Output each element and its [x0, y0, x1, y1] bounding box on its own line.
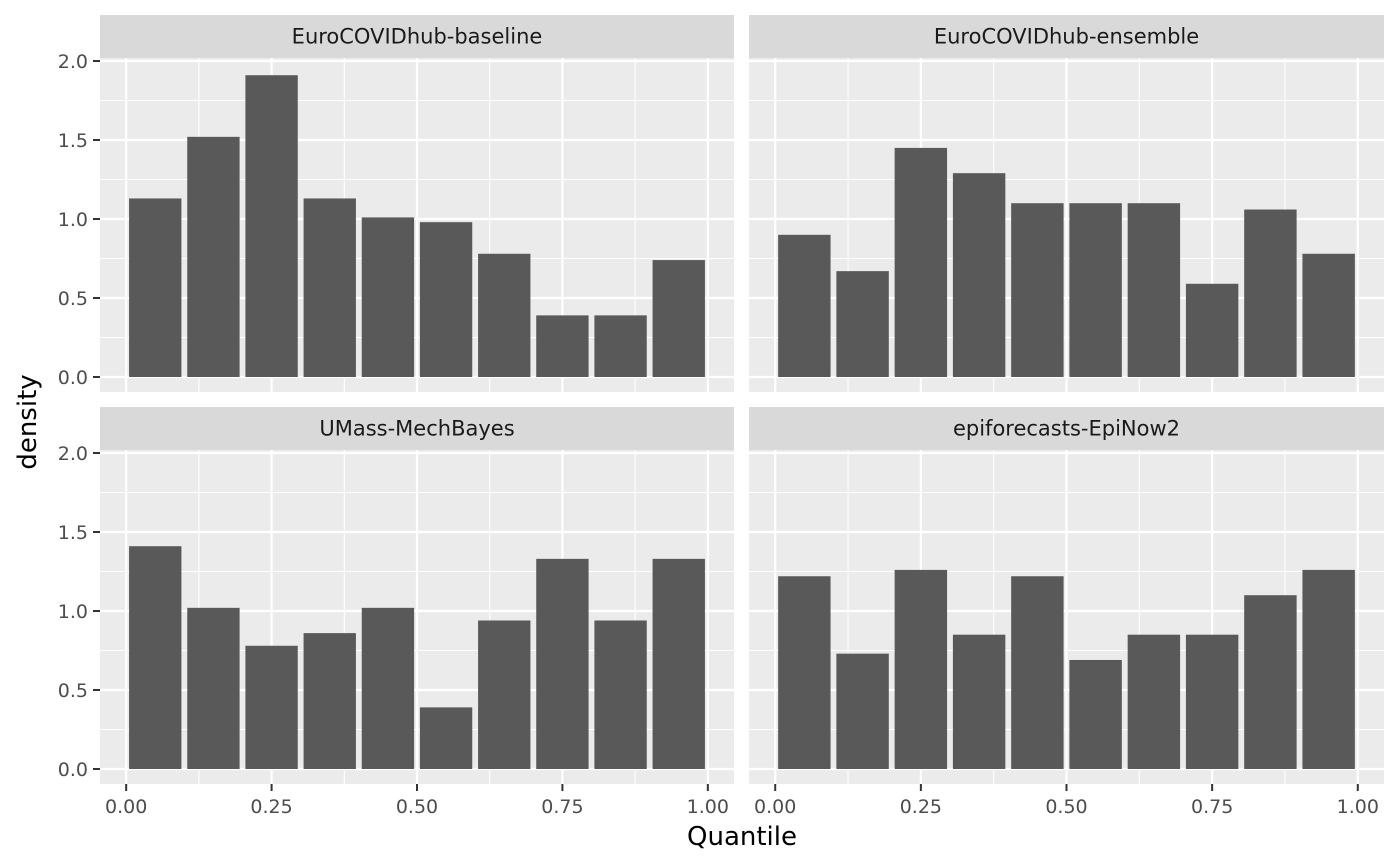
facet-strip-label: epiforecasts-EpiNow2 — [953, 417, 1180, 441]
histogram-bar — [894, 569, 948, 769]
histogram-bar — [836, 271, 889, 377]
y-tick-label: 0.5 — [58, 288, 88, 310]
facet-strip — [749, 407, 1384, 450]
histogram-bar — [361, 607, 415, 769]
histogram-bar — [1011, 203, 1064, 377]
y-tick-label: 1.5 — [58, 130, 88, 152]
histogram-bar — [536, 558, 589, 769]
histogram-bar — [1302, 569, 1355, 769]
y-tick-label: 0.0 — [58, 367, 88, 389]
histogram-bar — [187, 607, 240, 769]
histogram-bar — [361, 217, 415, 377]
histogram-bar — [303, 633, 356, 769]
histogram-bar — [245, 75, 298, 377]
y-tick-label: 2.0 — [58, 51, 88, 73]
histogram-bar — [594, 620, 647, 769]
histogram-bar — [594, 315, 647, 377]
histogram-bar — [1069, 659, 1122, 769]
facet-strip-label: EuroCOVIDhub-ensemble — [934, 25, 1199, 49]
histogram-bar — [536, 315, 589, 377]
y-tick-label: 1.0 — [58, 601, 88, 623]
x-tick-label: 0.25 — [250, 796, 292, 818]
facet-strip-label: UMass-MechBayes — [319, 417, 514, 441]
histogram-bar — [245, 645, 298, 769]
histogram-bar — [1011, 576, 1064, 769]
histogram-bar — [894, 147, 948, 377]
histogram-bar — [1244, 595, 1297, 769]
histogram-bar — [1244, 209, 1297, 377]
histogram-bar — [778, 576, 831, 769]
x-axis-title: Quantile — [687, 822, 797, 852]
histogram-bar — [129, 546, 182, 769]
histogram-bar — [187, 136, 240, 377]
y-tick-label: 1.5 — [58, 522, 88, 544]
histogram-bar — [652, 260, 705, 377]
histogram-bar — [1185, 634, 1239, 769]
histogram-bar — [1185, 283, 1239, 377]
histogram-bar — [419, 222, 473, 377]
histogram-bar — [1127, 634, 1181, 769]
histogram-bar — [952, 173, 1006, 377]
x-tick-label: 0.00 — [105, 796, 147, 818]
histogram-bar — [652, 558, 705, 769]
x-tick-label: 0.75 — [541, 796, 583, 818]
histogram-bar — [836, 653, 889, 769]
histogram-bar — [303, 198, 356, 377]
x-tick-label: 0.75 — [1191, 796, 1233, 818]
x-tick-label: 0.50 — [1045, 796, 1087, 818]
facet-strip-label: EuroCOVIDhub-baseline — [292, 25, 543, 49]
y-tick-label: 0.0 — [58, 759, 88, 781]
facet-strip — [100, 15, 734, 58]
facet-strip — [749, 15, 1384, 58]
histogram-bar — [1302, 253, 1355, 377]
histogram-bar — [778, 234, 831, 377]
histogram-bar — [419, 707, 473, 769]
histogram-bar — [478, 620, 531, 769]
y-tick-label: 2.0 — [58, 443, 88, 465]
x-tick-label: 1.00 — [687, 796, 729, 818]
histogram-bar — [478, 253, 531, 377]
x-tick-label: 0.25 — [900, 796, 942, 818]
histogram-bar — [1127, 203, 1181, 377]
histogram-bar — [1069, 203, 1122, 377]
x-tick-label: 1.00 — [1337, 796, 1379, 818]
histogram-bar — [129, 198, 182, 377]
x-tick-label: 0.50 — [396, 796, 438, 818]
y-tick-label: 0.5 — [58, 680, 88, 702]
histogram-bar — [952, 634, 1006, 769]
x-tick-label: 0.00 — [754, 796, 796, 818]
y-tick-label: 1.0 — [58, 209, 88, 231]
facet-strip — [100, 407, 734, 450]
y-axis-title: density — [13, 374, 43, 469]
